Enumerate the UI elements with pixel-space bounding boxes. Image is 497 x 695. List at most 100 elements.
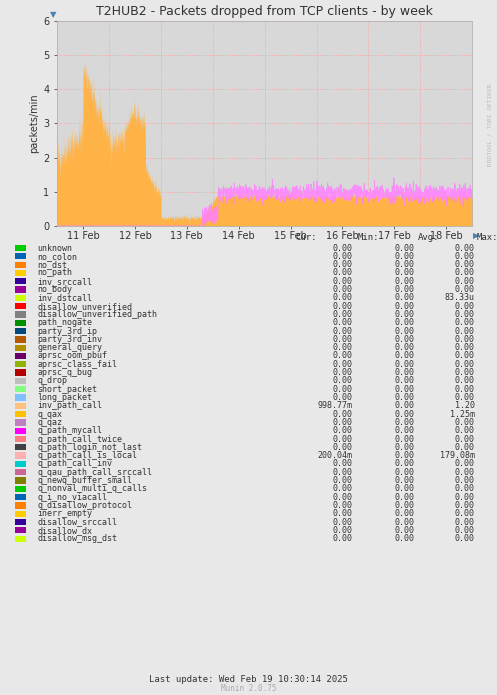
Text: 0.00: 0.00	[395, 443, 415, 452]
Text: 0.00: 0.00	[455, 493, 475, 502]
Text: 0.00: 0.00	[395, 385, 415, 393]
Text: ▼: ▼	[50, 10, 56, 19]
Text: disallow_unverified: disallow_unverified	[37, 302, 132, 311]
Text: 1.20: 1.20	[455, 401, 475, 410]
Text: disallow_dx: disallow_dx	[37, 526, 92, 535]
Text: 0.00: 0.00	[333, 534, 353, 543]
Text: 0.00: 0.00	[395, 285, 415, 294]
Text: 0.00: 0.00	[333, 352, 353, 361]
Text: 0.00: 0.00	[333, 426, 353, 435]
Text: 0.00: 0.00	[395, 360, 415, 369]
Text: 0.00: 0.00	[395, 302, 415, 311]
Text: 0.00: 0.00	[395, 426, 415, 435]
Text: 0.00: 0.00	[455, 368, 475, 377]
Text: no_dst: no_dst	[37, 260, 67, 269]
Text: no_colon: no_colon	[37, 252, 77, 261]
Text: 0.00: 0.00	[455, 459, 475, 468]
Text: 0.00: 0.00	[333, 327, 353, 336]
Text: 0.00: 0.00	[333, 377, 353, 386]
Text: q_i_no_viacall: q_i_no_viacall	[37, 493, 107, 502]
Text: 0.00: 0.00	[333, 335, 353, 344]
Text: 0.00: 0.00	[395, 377, 415, 386]
Text: 0.00: 0.00	[455, 443, 475, 452]
Text: 0.00: 0.00	[333, 385, 353, 393]
Text: 0.00: 0.00	[455, 484, 475, 493]
Text: 0.00: 0.00	[455, 526, 475, 535]
Text: Cur:: Cur:	[296, 234, 317, 242]
Text: 0.00: 0.00	[395, 418, 415, 427]
Text: q_path_call_inv: q_path_call_inv	[37, 459, 112, 468]
Text: 0.00: 0.00	[333, 418, 353, 427]
Text: ▶: ▶	[473, 231, 480, 240]
Text: 0.00: 0.00	[395, 318, 415, 327]
Text: 0.00: 0.00	[395, 260, 415, 269]
Text: party_3rd_inv: party_3rd_inv	[37, 335, 102, 344]
Text: 0.00: 0.00	[333, 434, 353, 443]
Text: 0.00: 0.00	[455, 260, 475, 269]
Text: long_packet: long_packet	[37, 393, 92, 402]
Text: no_path: no_path	[37, 268, 72, 277]
Text: inv_srccall: inv_srccall	[37, 277, 92, 286]
Text: 0.00: 0.00	[395, 526, 415, 535]
Text: 0.00: 0.00	[395, 476, 415, 485]
Text: 0.00: 0.00	[455, 418, 475, 427]
Text: 0.00: 0.00	[395, 434, 415, 443]
Text: disallow_unverified_path: disallow_unverified_path	[37, 310, 157, 319]
Text: 0.00: 0.00	[333, 368, 353, 377]
Text: 0.00: 0.00	[395, 401, 415, 410]
Text: 0.00: 0.00	[455, 377, 475, 386]
Text: 0.00: 0.00	[333, 393, 353, 402]
Text: Max:: Max:	[477, 234, 497, 242]
Text: inv_dstcall: inv_dstcall	[37, 293, 92, 302]
Text: 0.00: 0.00	[455, 509, 475, 518]
Text: 0.00: 0.00	[333, 526, 353, 535]
Text: aprsc_class_fail: aprsc_class_fail	[37, 360, 117, 369]
Text: 0.00: 0.00	[395, 534, 415, 543]
Text: 0.00: 0.00	[395, 393, 415, 402]
Text: 0.00: 0.00	[395, 459, 415, 468]
Text: 998.77m: 998.77m	[318, 401, 353, 410]
Y-axis label: packets/min: packets/min	[29, 94, 39, 153]
Text: q_path_login_not_last: q_path_login_not_last	[37, 443, 142, 452]
Text: 83.33u: 83.33u	[445, 293, 475, 302]
Text: 0.00: 0.00	[455, 476, 475, 485]
Text: general_query: general_query	[37, 343, 102, 352]
Text: 0.00: 0.00	[395, 451, 415, 460]
Text: 0.00: 0.00	[333, 443, 353, 452]
Text: 0.00: 0.00	[455, 268, 475, 277]
Text: 0.00: 0.00	[455, 468, 475, 477]
Text: 0.00: 0.00	[395, 501, 415, 510]
Text: 0.00: 0.00	[395, 268, 415, 277]
Text: 0.00: 0.00	[395, 252, 415, 261]
Text: q_path_call_is_local: q_path_call_is_local	[37, 451, 137, 460]
Text: 0.00: 0.00	[455, 393, 475, 402]
Text: aprsc_oom_pbuf: aprsc_oom_pbuf	[37, 352, 107, 361]
Text: 0.00: 0.00	[455, 360, 475, 369]
Text: Munin 2.0.75: Munin 2.0.75	[221, 684, 276, 692]
Text: 0.00: 0.00	[333, 302, 353, 311]
Text: 0.00: 0.00	[455, 352, 475, 361]
Text: 0.00: 0.00	[455, 426, 475, 435]
Text: 0.00: 0.00	[395, 509, 415, 518]
Text: 0.00: 0.00	[333, 260, 353, 269]
Text: Min:: Min:	[358, 234, 379, 242]
Text: 0.00: 0.00	[455, 285, 475, 294]
Text: 0.00: 0.00	[395, 368, 415, 377]
Text: 0.00: 0.00	[395, 468, 415, 477]
Text: 0.00: 0.00	[333, 293, 353, 302]
Text: 0.00: 0.00	[455, 310, 475, 319]
Text: 0.00: 0.00	[395, 352, 415, 361]
Text: Last update: Wed Feb 19 10:30:14 2025: Last update: Wed Feb 19 10:30:14 2025	[149, 676, 348, 684]
Text: 0.00: 0.00	[455, 335, 475, 344]
Text: q_qaz: q_qaz	[37, 418, 62, 427]
Text: party_3rd_ip: party_3rd_ip	[37, 327, 97, 336]
Title: T2HUB2 - Packets dropped from TCP clients - by week: T2HUB2 - Packets dropped from TCP client…	[96, 6, 433, 18]
Text: 179.08m: 179.08m	[440, 451, 475, 460]
Text: q_nonval_multi_q_calls: q_nonval_multi_q_calls	[37, 484, 147, 493]
Text: 0.00: 0.00	[333, 343, 353, 352]
Text: 0.00: 0.00	[455, 277, 475, 286]
Text: RRDTOOL / TOBI OETIKER: RRDTOOL / TOBI OETIKER	[487, 84, 492, 166]
Text: inerr_empty: inerr_empty	[37, 509, 92, 518]
Text: short_packet: short_packet	[37, 385, 97, 393]
Text: 200.04m: 200.04m	[318, 451, 353, 460]
